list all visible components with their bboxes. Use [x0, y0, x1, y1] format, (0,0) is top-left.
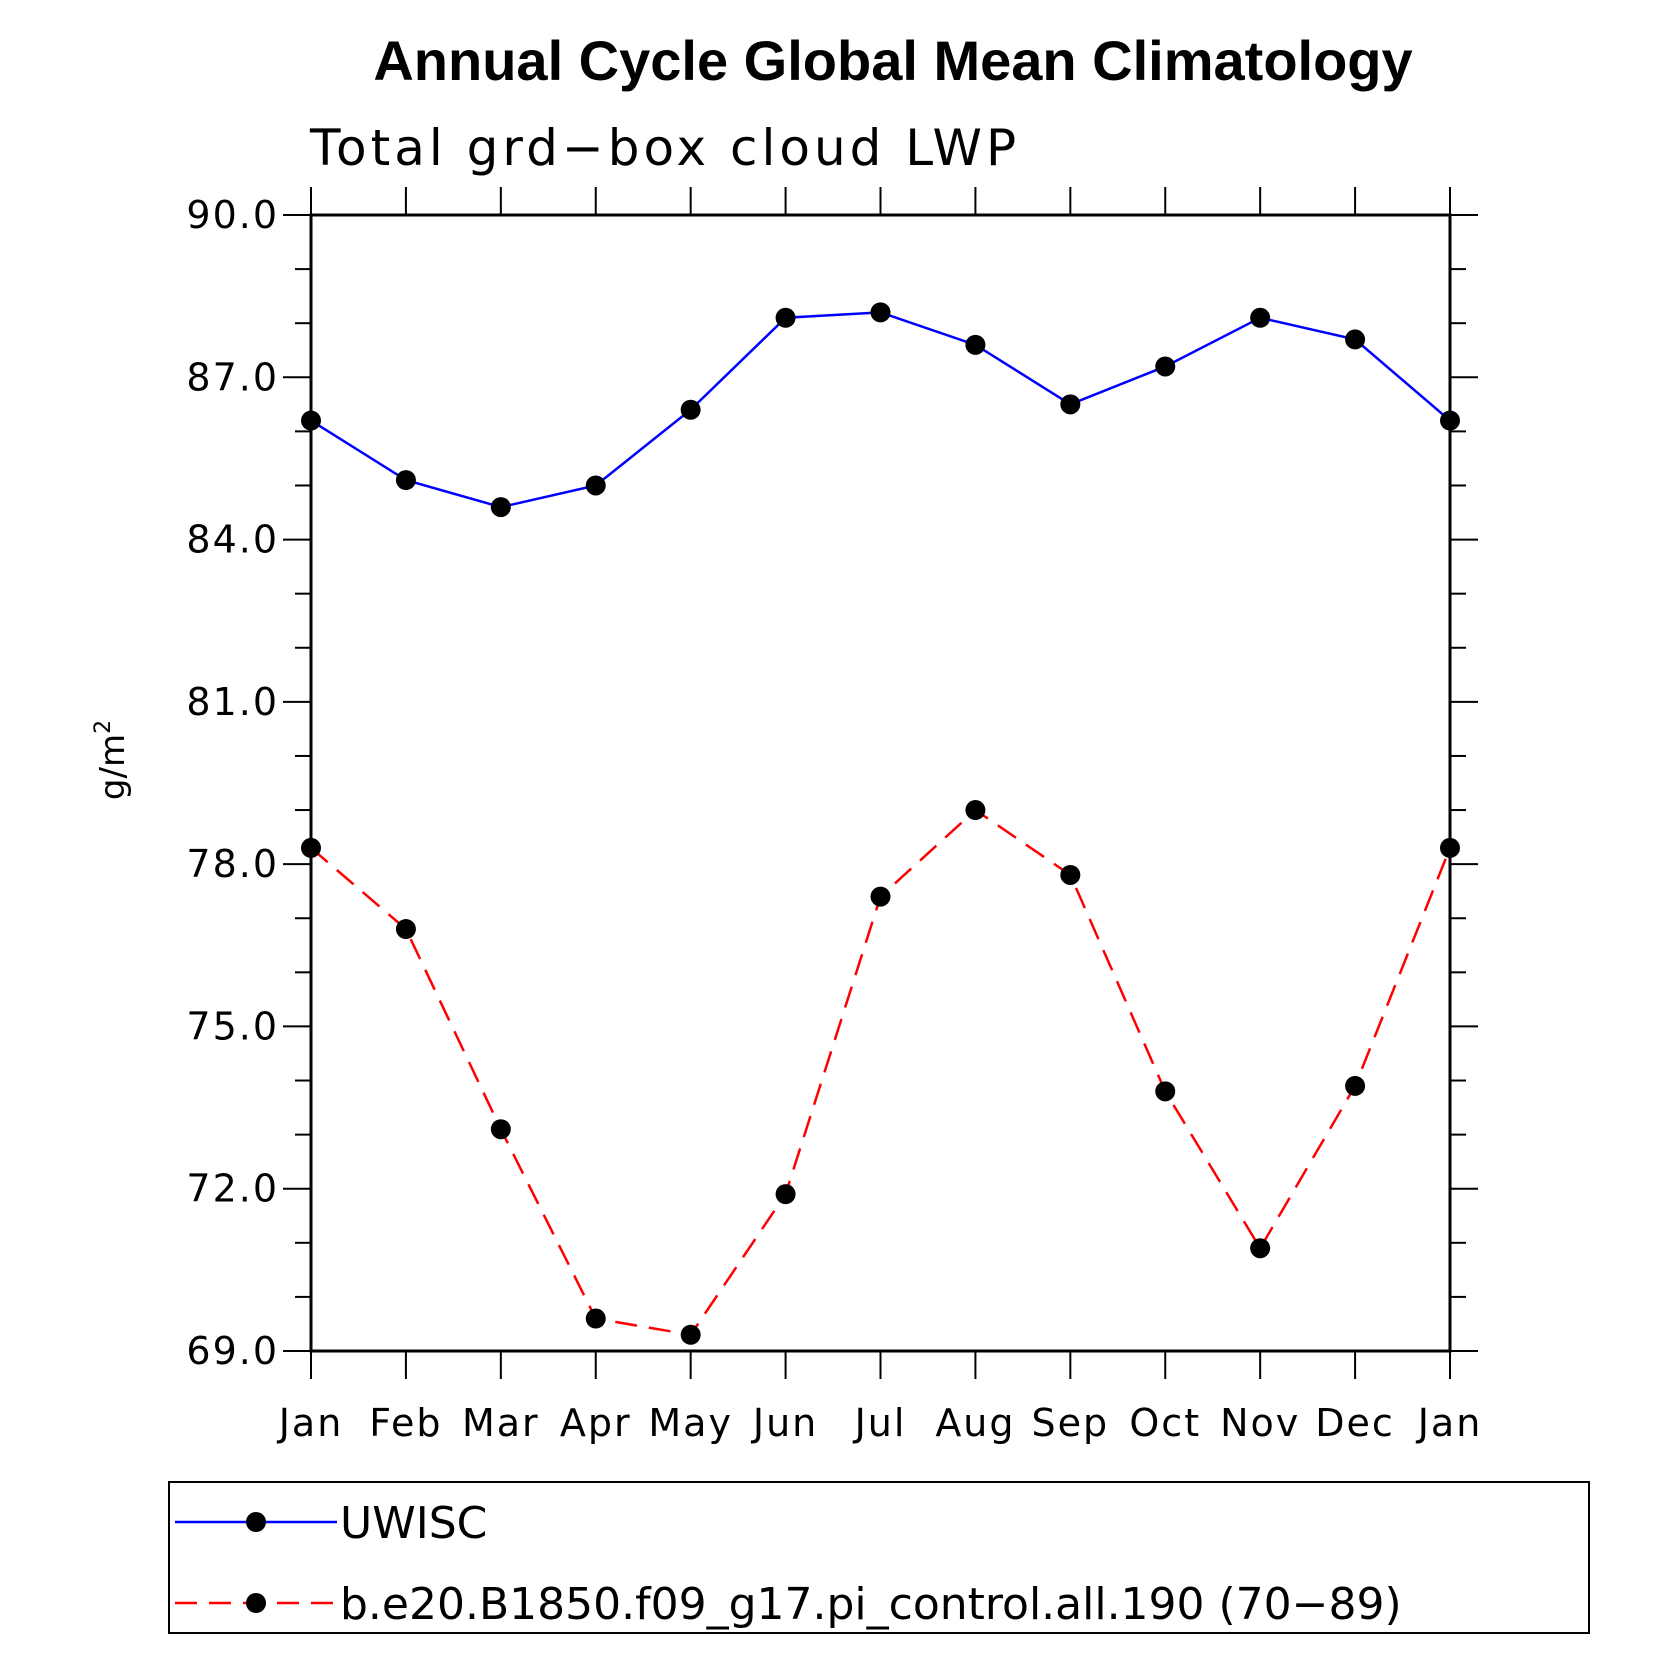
legend-marker-2: [246, 1593, 266, 1613]
data-point-series-1: [965, 334, 986, 355]
data-point-series-2: [1440, 837, 1460, 858]
y-tick-label: 78.0: [186, 842, 279, 886]
y-tick-label: 75.0: [186, 1004, 279, 1048]
data-point-series-2: [965, 800, 986, 821]
data-point-series-2: [585, 1308, 606, 1329]
data-point-series-1: [585, 475, 606, 496]
legend-label-2: b.e20.B1850.f09_g17.pi_control.all.190 (…: [340, 1579, 1402, 1630]
data-point-series-1: [1440, 410, 1460, 431]
x-tick-label: May: [648, 1401, 733, 1445]
legend-marker-1: [246, 1512, 266, 1532]
x-tick-label: Jan: [277, 1401, 344, 1445]
chart-title: Annual Cycle Global Mean Climatology: [373, 29, 1412, 92]
data-point-series-2: [1155, 1081, 1176, 1102]
y-tick-label: 84.0: [186, 518, 279, 562]
x-tick-label: Dec: [1315, 1401, 1395, 1445]
plot-frame: [309, 213, 1452, 1353]
y-tick-label: 69.0: [186, 1329, 279, 1373]
data-point-series-1: [1250, 307, 1271, 328]
y-axis-label: g/m2: [91, 720, 133, 800]
x-tick-label: Jul: [853, 1401, 907, 1445]
legend: UWISC b.e20.B1850.f09_g17.pi_control.all.…: [175, 1498, 1402, 1630]
data-point-series-1: [775, 307, 796, 328]
x-tick-label: Jun: [751, 1401, 818, 1445]
data-point-series-1: [1155, 356, 1176, 377]
data-point-series-1: [680, 399, 701, 420]
data-point-series-2: [1345, 1075, 1366, 1096]
data-point-series-2: [301, 837, 321, 858]
data-point-series-2: [395, 919, 416, 940]
y-tick-label: 72.0: [186, 1167, 279, 1211]
y-tick-label: 81.0: [186, 680, 279, 724]
y-axis-label-base: g/m: [93, 734, 133, 800]
data-point-series-2: [490, 1119, 511, 1140]
series-line-1: [310, 311, 1451, 509]
data-point-series-1: [395, 470, 416, 491]
data-point-series-2: [1250, 1238, 1271, 1259]
y-tick-label: 87.0: [186, 355, 279, 399]
x-tick-label: Apr: [560, 1401, 632, 1445]
data-point-series-2: [775, 1184, 796, 1205]
data-point-series-1: [1345, 329, 1366, 350]
data-point-series-1: [1060, 394, 1081, 415]
data-point-series-2: [870, 886, 891, 907]
data-point-series-1: [301, 410, 321, 431]
data-point-series-1: [490, 497, 511, 518]
legend-box: [168, 1481, 1590, 1634]
y-tick-label: 90.0: [186, 193, 279, 237]
x-tick-label: Aug: [935, 1401, 1015, 1445]
x-tick-label: Nov: [1220, 1401, 1300, 1445]
data-point-series-1: [870, 302, 891, 323]
chart-subtitle: Total grd−box cloud LWP: [309, 119, 1020, 177]
x-tick-label: Feb: [369, 1401, 442, 1445]
series-layer: [301, 302, 1460, 1345]
y-axis-label-superscript: 2: [91, 720, 116, 734]
data-point-series-2: [680, 1324, 701, 1345]
x-tick-label: Sep: [1032, 1401, 1110, 1445]
x-tick-label: Mar: [462, 1401, 540, 1445]
legend-label-1: UWISC: [340, 1498, 487, 1549]
x-tick-label: Jan: [1416, 1401, 1483, 1445]
x-tick-label: Oct: [1129, 1401, 1201, 1445]
axes: 69.0 72.0 75.0 78.0 81.0 84.0 87.0 90.0 Jan Feb Ma…: [186, 187, 1483, 1445]
data-point-series-2: [1060, 864, 1081, 885]
